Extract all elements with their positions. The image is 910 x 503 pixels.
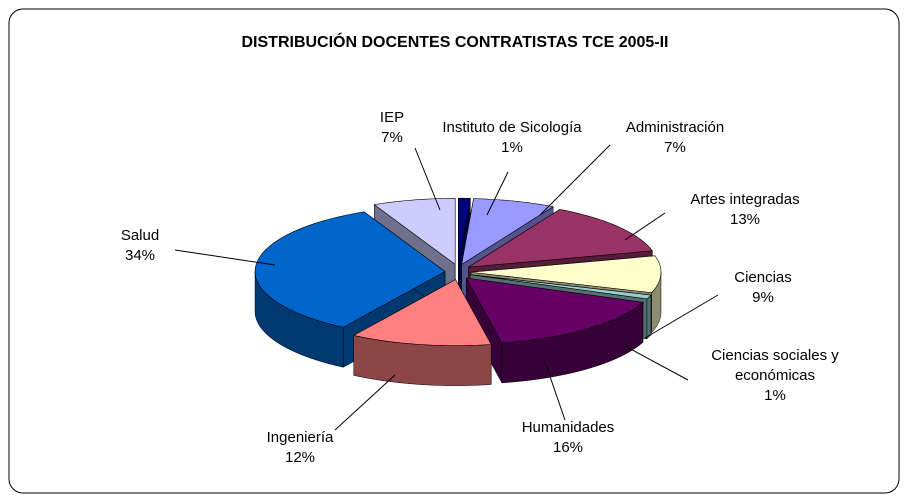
leader-line: [414, 147, 441, 211]
slice-label: IEP 7%: [292, 108, 492, 148]
label-text: 12%: [284, 449, 316, 466]
label-text: Instituto de Sicología: [442, 119, 582, 136]
label-text: Administración: [625, 119, 725, 136]
label-text: 1%: [764, 387, 786, 404]
label-text: 7%: [664, 139, 686, 156]
slice-group: [352, 279, 492, 386]
slice-label: Ciencias sociales y económicas 1%: [680, 346, 870, 406]
label-text: Ciencias sociales y económicas: [711, 347, 839, 384]
slice-label: Salud 34%: [40, 226, 240, 266]
label-text: Humanidades: [521, 419, 615, 436]
leader-line: [539, 144, 611, 216]
slice: [470, 274, 652, 300]
slice-label: Ingeniería 12%: [200, 428, 400, 468]
slice: [352, 279, 492, 346]
slice: [461, 198, 554, 266]
label-text: 16%: [552, 439, 584, 456]
slice-group: [465, 277, 644, 384]
slice-label: Ciencias 9%: [663, 268, 863, 308]
chart-title: DISTRIBUCIÓN DOCENTES CONTRATISTAS TCE 2…: [241, 34, 669, 51]
label-text: Ingeniería: [266, 429, 334, 446]
leader-line: [486, 171, 509, 216]
label-text: 7%: [381, 129, 403, 146]
slice: [458, 197, 471, 265]
label-text: 1%: [501, 139, 523, 156]
leader-line: [644, 294, 719, 339]
label-text: 13%: [729, 211, 761, 228]
leader-line: [544, 361, 566, 421]
label-text: Ciencias: [734, 269, 792, 286]
label-text: 34%: [124, 247, 156, 264]
leader-line: [624, 345, 689, 381]
slice: [468, 209, 653, 268]
label-text: Salud: [120, 227, 160, 244]
leader-line: [174, 249, 276, 266]
slice-side: [646, 294, 652, 340]
label-text: 9%: [752, 289, 774, 306]
slice-label: Humanidades 16%: [468, 418, 668, 458]
leader-line: [624, 212, 666, 241]
label-text: Artes integradas: [690, 191, 800, 208]
slice-label: Administración 7%: [575, 118, 775, 158]
slice: [373, 198, 456, 265]
slice-label: Instituto de Sicología 1%: [412, 118, 612, 158]
slice: [465, 277, 644, 344]
label-text: IEP: [379, 109, 405, 126]
slice-label: Artes integradas 13%: [645, 190, 845, 230]
slice: [254, 211, 446, 328]
slice: [470, 255, 662, 293]
leader-line: [334, 374, 396, 431]
